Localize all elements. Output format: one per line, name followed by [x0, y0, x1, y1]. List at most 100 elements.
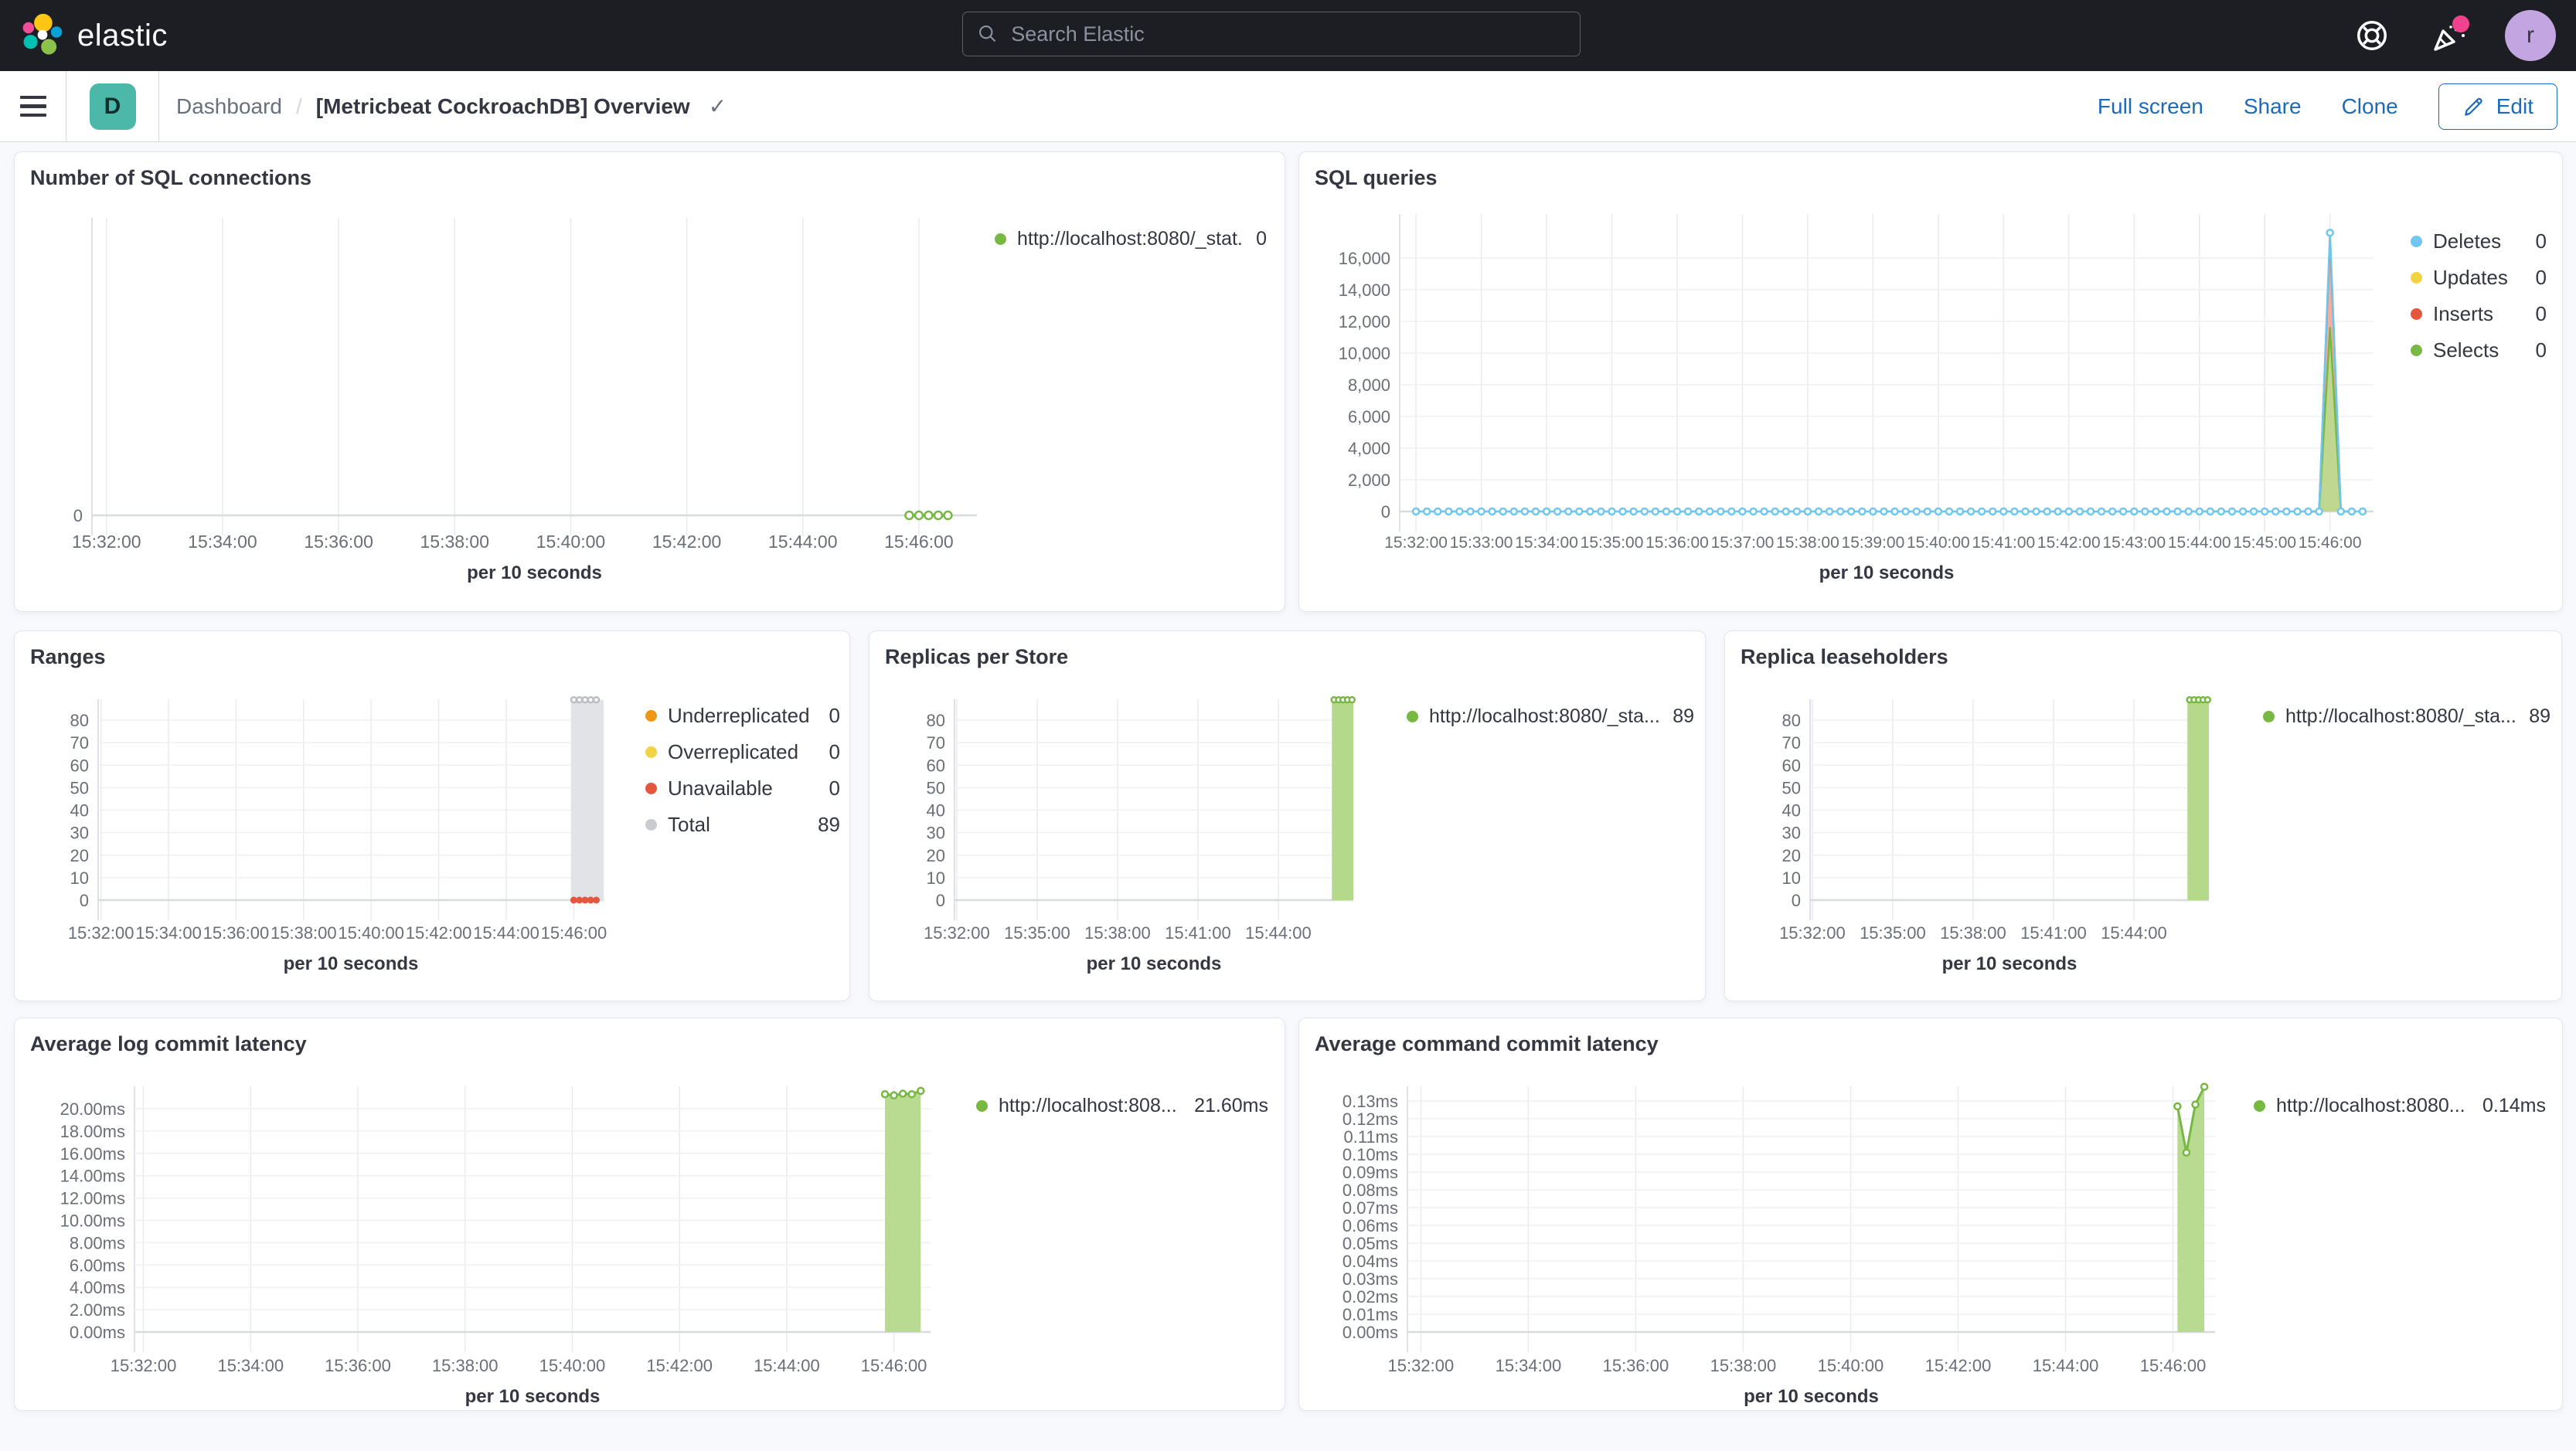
legend-item[interactable]: http://localhost:8080/_sta... 89: [1407, 705, 1694, 728]
panel-title: SQL queries: [1315, 166, 1438, 189]
svg-text:per 10 seconds: per 10 seconds: [1087, 953, 1222, 974]
svg-text:10.00ms: 10.00ms: [60, 1211, 125, 1231]
chart-canvas: 0 10 20 30 40 50 60 70 80 15:32:00 15:35:00 15:38:0…: [1779, 696, 2212, 974]
chart-legend: http://localhost:808... 21.60ms: [976, 1095, 1268, 1117]
chart-legend: http://localhost:8080/_sta... 89: [1407, 705, 1694, 728]
chart-replica-leaseholders: 0 10 20 30 40 50 60 70 80 15:32:00 15:35:00 15:38:0…: [1725, 631, 2561, 1001]
legend-value: 0.14ms: [2482, 1095, 2546, 1116]
legend-item[interactable]: Total 89: [645, 813, 840, 837]
legend-dot-icon: [976, 1100, 988, 1112]
svg-text:15:32:00: 15:32:00: [1388, 1356, 1455, 1375]
legend-dot-icon: [2411, 236, 2422, 247]
search-input[interactable]: [1009, 21, 1566, 47]
legend-item[interactable]: Unavailable 0: [645, 776, 840, 800]
legend-item[interactable]: http://localhost:808... 21.60ms: [976, 1095, 1268, 1117]
svg-text:15:35:00: 15:35:00: [1581, 534, 1644, 552]
svg-text:15:36:00: 15:36:00: [203, 923, 270, 943]
svg-text:0.04ms: 0.04ms: [1342, 1252, 1398, 1271]
dashboard-app-badge[interactable]: D: [89, 83, 136, 130]
svg-text:15:32:00: 15:32:00: [111, 1356, 177, 1375]
chart-legend: http://localhost:8080/_sta... 89: [2263, 705, 2550, 728]
svg-text:15:38:00: 15:38:00: [271, 923, 337, 943]
svg-text:0: 0: [1381, 502, 1390, 522]
svg-text:15:46:00: 15:46:00: [2140, 1356, 2207, 1375]
legend-dot-icon: [2411, 345, 2422, 356]
svg-text:15:42:00: 15:42:00: [652, 532, 722, 552]
legend-label: http://localhost:808...: [999, 1095, 1177, 1116]
breadcrumb-dashboard-link[interactable]: Dashboard: [176, 93, 282, 118]
legend-item[interactable]: Overreplicated 0: [645, 740, 840, 764]
legend-item[interactable]: Underreplicated 0: [645, 704, 840, 728]
share-button[interactable]: Share: [2243, 93, 2302, 118]
legend-item[interactable]: http://localhost:8080/_stat... 0: [995, 228, 1267, 250]
global-search[interactable]: [962, 12, 1581, 56]
breadcrumb-separator: /: [295, 93, 302, 118]
svg-text:15:44:00: 15:44:00: [1245, 923, 1312, 943]
svg-text:per 10 seconds: per 10 seconds: [1942, 953, 2077, 974]
svg-text:15:46:00: 15:46:00: [541, 923, 607, 943]
legend-dot-icon: [645, 783, 657, 794]
legend-label: Overreplicated: [668, 740, 799, 763]
legend-item[interactable]: Inserts 0: [2411, 302, 2547, 326]
edit-button[interactable]: Edit: [2438, 83, 2557, 130]
page-title: [Metricbeat CockroachDB] Overview: [315, 93, 690, 118]
svg-text:15:40:00: 15:40:00: [338, 923, 404, 943]
svg-text:10: 10: [1782, 868, 1801, 888]
svg-text:15:32:00: 15:32:00: [72, 532, 141, 552]
panel-average-log-commit-latency[interactable]: Average log commit latency 0.00ms 2.00ms 4…: [14, 1018, 1285, 1411]
menu-button[interactable]: [0, 71, 66, 141]
svg-text:15:40:00: 15:40:00: [1907, 534, 1970, 552]
svg-text:10: 10: [70, 868, 89, 888]
svg-text:15:32:00: 15:32:00: [68, 923, 134, 943]
panel-replica-leaseholders[interactable]: Replica leaseholders 0 10 20 30 40 50 60 70 80 15…: [1724, 630, 2562, 1001]
legend-item[interactable]: http://localhost:8080... 0.14ms: [2254, 1095, 2546, 1117]
full-screen-button[interactable]: Full screen: [2097, 93, 2203, 118]
svg-text:4.00ms: 4.00ms: [70, 1278, 125, 1297]
svg-text:30: 30: [1782, 824, 1801, 843]
svg-text:15:36:00: 15:36:00: [1603, 1356, 1669, 1375]
search-icon: [979, 25, 996, 42]
panel-number-of-sql-connections[interactable]: Number of SQL connections 0 15:32:00 15:34…: [14, 151, 1285, 612]
chart-sql-queries: 0 2,000 4,000 6,000 8,000 10,000 12,000 14,000 1…: [1299, 152, 2562, 611]
svg-text:15:32:00: 15:32:00: [1779, 923, 1846, 943]
breadcrumb: Dashboard / [Metricbeat CockroachDB] Ove…: [176, 93, 727, 119]
svg-text:20: 20: [70, 846, 89, 865]
news-feed-button[interactable]: [2428, 14, 2471, 57]
svg-text:70: 70: [70, 733, 89, 753]
legend-label: Inserts: [2433, 302, 2494, 325]
legend-dot-icon: [2411, 272, 2422, 284]
svg-text:per 10 seconds: per 10 seconds: [284, 953, 419, 974]
chart-ranges: 0 10 20 30 40 50 60 70 80 15:32:00 15:34:00 15:36:0…: [15, 631, 849, 1001]
legend-label: Deletes: [2433, 229, 2502, 253]
svg-text:15:44:00: 15:44:00: [754, 1356, 820, 1375]
legend-label: Total: [668, 813, 710, 836]
svg-text:6,000: 6,000: [1348, 407, 1390, 426]
legend-value: 0: [829, 740, 840, 763]
legend-item[interactable]: Deletes 0: [2411, 229, 2547, 253]
legend-label: Unavailable: [668, 776, 773, 800]
panel-ranges[interactable]: Ranges 0 10 20 30 40 50 60 70 80 15:32:00 15:34:00…: [14, 630, 850, 1001]
svg-text:15:44:00: 15:44:00: [768, 532, 838, 552]
legend-item[interactable]: Updates 0: [2411, 266, 2547, 290]
legend-item[interactable]: Selects 0: [2411, 338, 2547, 362]
panel-average-command-commit-latency[interactable]: Average command commit latency 0.00ms 0.0…: [1298, 1018, 2563, 1411]
elastic-logo[interactable]: elastic: [0, 13, 252, 58]
clone-button[interactable]: Clone: [2341, 93, 2398, 118]
svg-text:30: 30: [927, 824, 945, 843]
legend-item[interactable]: http://localhost:8080/_sta... 89: [2263, 705, 2550, 728]
svg-text:15:34:00: 15:34:00: [1496, 1356, 1562, 1375]
svg-text:40: 40: [1782, 801, 1801, 821]
panel-sql-queries[interactable]: SQL queries 0 2,000 4,000 6,000 8,000 10,000 1…: [1298, 151, 2563, 612]
svg-text:8.00ms: 8.00ms: [70, 1233, 125, 1252]
svg-text:70: 70: [1782, 733, 1801, 753]
svg-text:0.00ms: 0.00ms: [70, 1323, 125, 1342]
notification-badge: [2452, 15, 2469, 32]
panel-title: Average command commit latency: [1315, 1032, 1659, 1055]
help-button[interactable]: [2350, 14, 2394, 57]
svg-text:0.06ms: 0.06ms: [1342, 1216, 1398, 1235]
svg-text:60: 60: [70, 756, 89, 775]
panel-replicas-per-store[interactable]: Replicas per Store 0 10 20 30 40 50 60 70 80 15:3…: [869, 630, 1706, 1001]
svg-text:15:40:00: 15:40:00: [1818, 1356, 1884, 1375]
user-avatar[interactable]: r: [2505, 10, 2556, 61]
svg-text:15:40:00: 15:40:00: [536, 532, 606, 552]
